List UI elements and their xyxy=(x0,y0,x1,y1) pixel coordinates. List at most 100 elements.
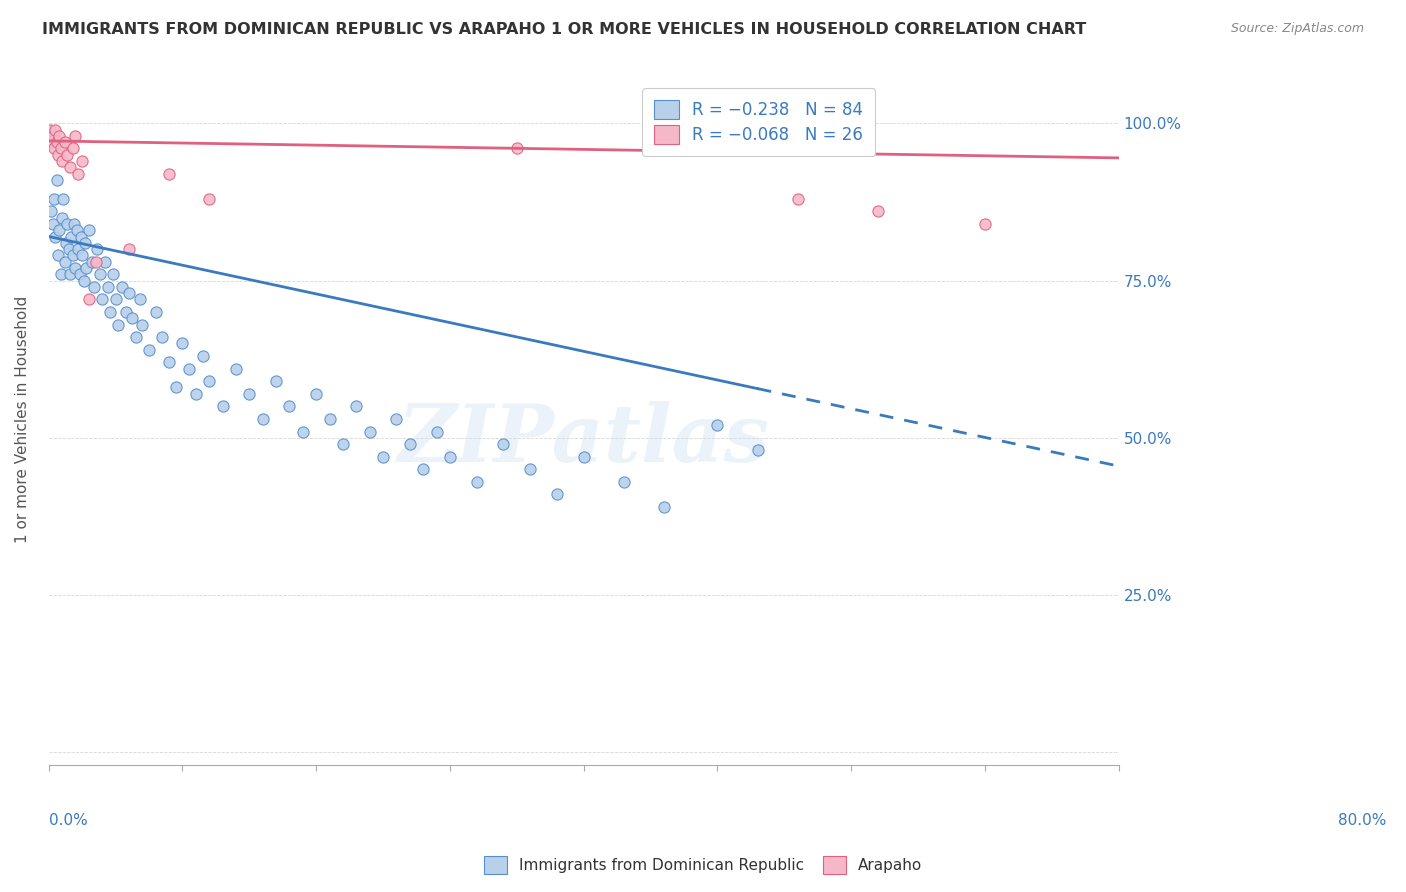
Point xyxy=(53,254,76,268)
Point xyxy=(179,361,201,376)
Point xyxy=(706,418,728,433)
Point xyxy=(252,412,274,426)
Point xyxy=(45,135,67,149)
Point xyxy=(42,141,65,155)
Point xyxy=(49,267,72,281)
Point xyxy=(371,450,394,464)
Point xyxy=(546,487,568,501)
Point xyxy=(506,141,529,155)
Point xyxy=(65,260,87,275)
Point xyxy=(318,412,340,426)
Point xyxy=(191,349,214,363)
Point xyxy=(60,229,83,244)
Point xyxy=(157,355,180,369)
Point xyxy=(118,242,141,256)
Point xyxy=(101,267,124,281)
Point xyxy=(184,386,207,401)
Point xyxy=(45,173,67,187)
Point xyxy=(51,154,73,169)
Point xyxy=(70,229,93,244)
Point xyxy=(152,330,174,344)
Point xyxy=(70,154,93,169)
Point xyxy=(107,318,129,332)
Point xyxy=(613,475,636,489)
Point xyxy=(80,254,103,268)
Point xyxy=(359,425,381,439)
Point xyxy=(138,343,160,357)
Text: IMMIGRANTS FROM DOMINICAN REPUBLIC VS ARAPAHO 1 OR MORE VEHICLES IN HOUSEHOLD CO: IMMIGRANTS FROM DOMINICAN REPUBLIC VS AR… xyxy=(42,22,1087,37)
Point xyxy=(65,128,87,143)
Point xyxy=(42,192,65,206)
Point xyxy=(398,437,420,451)
Point xyxy=(63,217,86,231)
Point xyxy=(67,242,90,256)
Point xyxy=(172,336,194,351)
Point xyxy=(42,128,65,143)
Point xyxy=(465,475,488,489)
Point xyxy=(44,122,66,136)
Point xyxy=(62,248,84,262)
Point xyxy=(55,235,77,250)
Point xyxy=(84,254,107,268)
Point xyxy=(41,135,63,149)
Text: 0.0%: 0.0% xyxy=(49,814,87,829)
Point xyxy=(70,248,93,262)
Point xyxy=(58,242,80,256)
Point xyxy=(115,305,138,319)
Point xyxy=(67,167,90,181)
Point xyxy=(198,192,221,206)
Point xyxy=(426,425,449,439)
Y-axis label: 1 or more Vehicles in Household: 1 or more Vehicles in Household xyxy=(15,295,30,542)
Point xyxy=(332,437,354,451)
Point xyxy=(44,229,66,244)
Point xyxy=(39,122,62,136)
Point xyxy=(86,242,108,256)
Point xyxy=(747,443,769,458)
Point xyxy=(225,361,247,376)
Point xyxy=(291,425,314,439)
Point xyxy=(48,223,70,237)
Point xyxy=(69,267,91,281)
Point xyxy=(59,267,82,281)
Point xyxy=(866,204,889,219)
Legend: R = −0.238   N = 84, R = −0.068   N = 26: R = −0.238 N = 84, R = −0.068 N = 26 xyxy=(643,88,875,156)
Point xyxy=(48,128,70,143)
Point xyxy=(278,400,301,414)
Point xyxy=(572,450,595,464)
Point xyxy=(128,293,150,307)
Point xyxy=(412,462,434,476)
Point xyxy=(39,135,62,149)
Point xyxy=(305,386,328,401)
Point xyxy=(238,386,260,401)
Point xyxy=(104,293,127,307)
Point xyxy=(344,400,367,414)
Point xyxy=(77,223,100,237)
Point xyxy=(439,450,461,464)
Point xyxy=(131,318,153,332)
Legend: Immigrants from Dominican Republic, Arapaho: Immigrants from Dominican Republic, Arap… xyxy=(478,850,928,880)
Point xyxy=(66,223,89,237)
Text: 80.0%: 80.0% xyxy=(1337,814,1386,829)
Point xyxy=(53,135,76,149)
Point xyxy=(98,305,121,319)
Point xyxy=(198,374,221,388)
Point xyxy=(56,217,79,231)
Point xyxy=(89,267,111,281)
Point xyxy=(56,147,79,161)
Point xyxy=(49,141,72,155)
Point xyxy=(42,217,65,231)
Point xyxy=(97,280,120,294)
Point xyxy=(211,400,233,414)
Point xyxy=(111,280,134,294)
Point xyxy=(145,305,167,319)
Point xyxy=(46,248,69,262)
Point xyxy=(41,204,63,219)
Text: ZIPatlas: ZIPatlas xyxy=(398,401,769,478)
Point xyxy=(165,380,187,394)
Point xyxy=(75,260,97,275)
Point xyxy=(264,374,287,388)
Point xyxy=(652,500,675,514)
Point xyxy=(77,293,100,307)
Point xyxy=(385,412,408,426)
Point xyxy=(94,254,117,268)
